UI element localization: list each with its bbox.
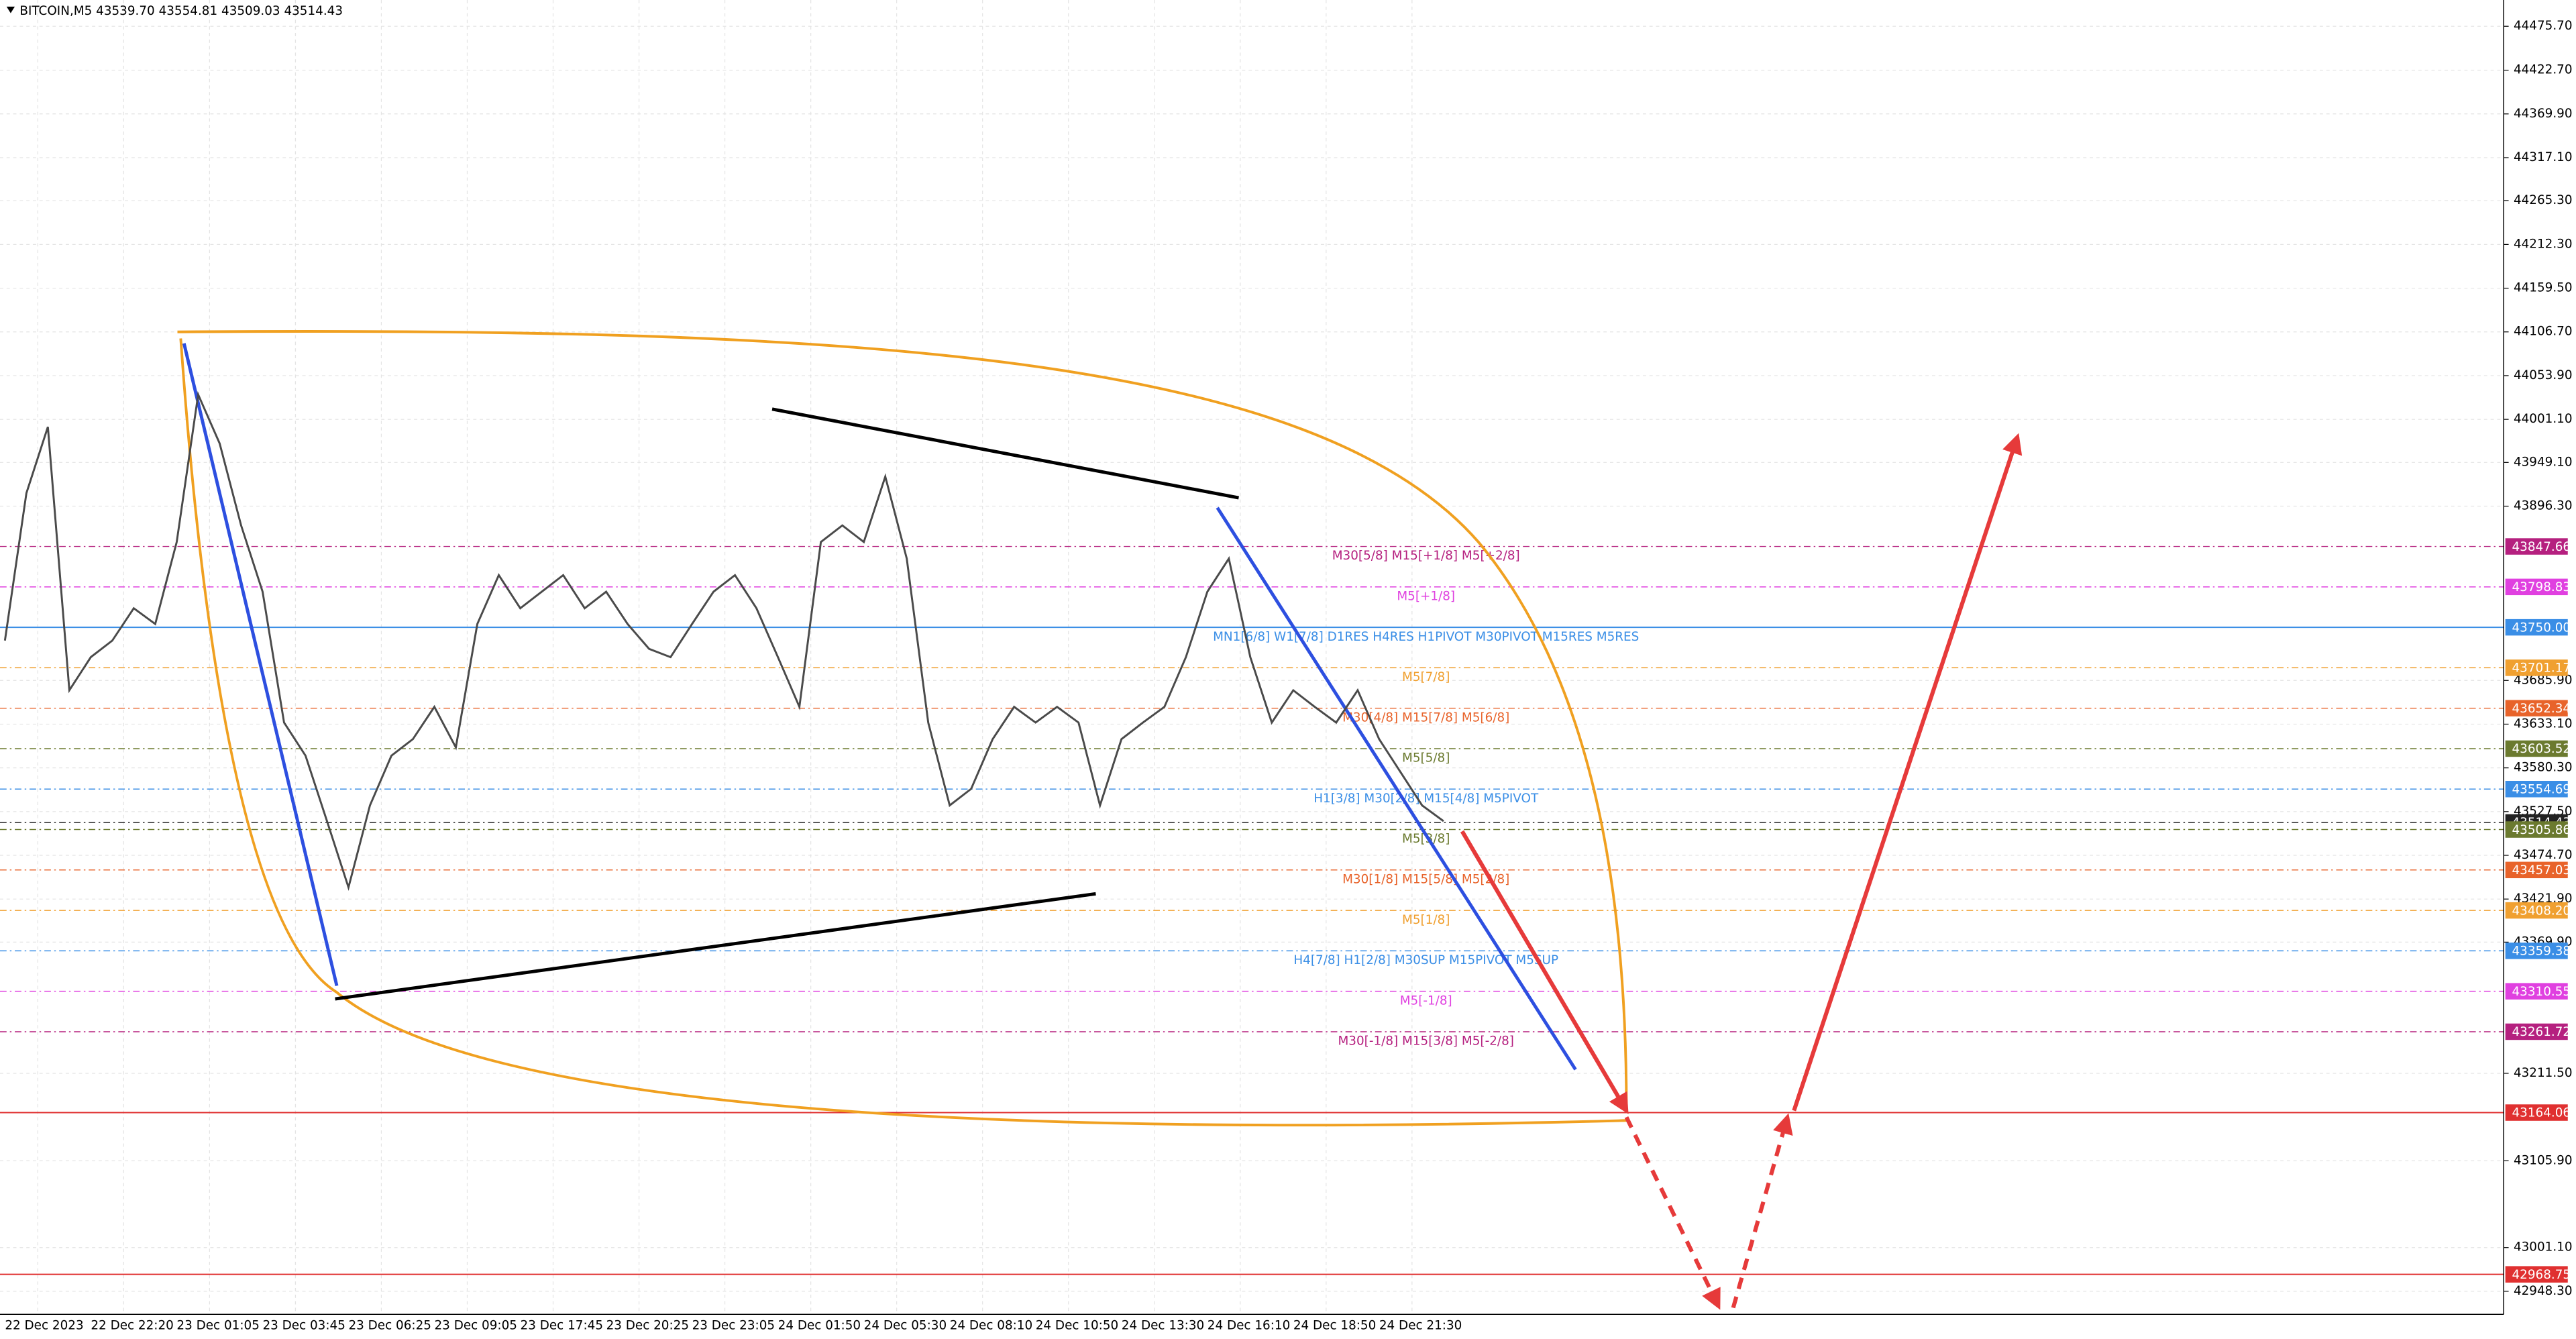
y-tick-label: 44159.50 (2514, 281, 2573, 295)
price-label-box (2505, 659, 2568, 676)
price-label-box (2505, 821, 2568, 838)
level-annotation: M5[1/8] (1402, 913, 1450, 927)
price-label-box (2505, 538, 2568, 555)
grid (0, 0, 2504, 1315)
forecast-arrow (1731, 1113, 1793, 1309)
price-label: 43457.03 (2512, 863, 2571, 877)
x-tick-label: 23 Dec 17:45 (521, 1318, 603, 1332)
y-tick-label: 44106.70 (2514, 325, 2573, 339)
y-tick-label: 43685.90 (2514, 673, 2573, 687)
x-tick-label: 23 Dec 06:25 (348, 1318, 431, 1332)
price-label-box (2505, 619, 2568, 636)
price-label-box (2505, 578, 2568, 596)
x-tick-label: 22 Dec 2023 (5, 1318, 83, 1332)
price-label-box (2505, 740, 2568, 757)
level-annotation: M30[4/8] M15[7/8] M5[6/8] (1342, 710, 1509, 725)
y-tick-label: 44053.90 (2514, 368, 2573, 382)
price-label: 42968.75 (2512, 1268, 2571, 1282)
level-annotation: M5[-1/8] (1400, 994, 1452, 1008)
y-tick-label: 43896.30 (2514, 499, 2573, 513)
trend-line (1216, 506, 1577, 1071)
drawings (3, 329, 2023, 1310)
x-tick-label: 24 Dec 16:10 (1208, 1318, 1290, 1332)
level-annotation: M5[3/8] (1402, 832, 1450, 846)
price-label: 43847.66 (2512, 540, 2571, 554)
price-label-box (2505, 1023, 2568, 1040)
y-tick-label: 43633.10 (2514, 716, 2573, 731)
x-tick-label: 23 Dec 23:05 (692, 1318, 775, 1332)
price-label: 43310.55 (2512, 985, 2571, 999)
header-arrow (6, 6, 15, 13)
forecast-arrow (1460, 830, 1629, 1114)
x-tick-label: 24 Dec 13:30 (1122, 1318, 1204, 1332)
level-annotation: M5[7/8] (1402, 670, 1450, 684)
x-tick-label: 23 Dec 20:25 (606, 1318, 689, 1332)
symbol-header: BITCOIN,M5 43539.70 43554.81 43509.03 43… (19, 4, 343, 18)
forecast-arrow (1624, 1116, 1721, 1310)
trend-line (771, 407, 1239, 500)
y-tick-label: 44369.90 (2514, 107, 2573, 121)
y-tick-label: 44422.70 (2514, 63, 2573, 77)
price-label-box (2505, 700, 2568, 716)
y-tick-label: 44317.10 (2514, 150, 2573, 164)
y-tick-label: 44475.70 (2514, 19, 2573, 33)
x-tick-label: 23 Dec 01:05 (176, 1318, 259, 1332)
price-label: 43505.86 (2512, 823, 2571, 837)
y-tick-label: 44265.30 (2514, 193, 2573, 207)
y-tick-label: 44212.30 (2514, 237, 2573, 251)
price-label: 43701.17 (2512, 661, 2571, 676)
x-tick-label: 22 Dec 22:20 (91, 1318, 173, 1332)
forecast-arrow (1792, 433, 2023, 1112)
x-tick-label: 24 Dec 05:30 (864, 1318, 947, 1332)
y-tick-label: 43105.90 (2514, 1153, 2573, 1167)
level-annotation: M5[5/8] (1402, 751, 1450, 765)
price-label: 43798.83 (2512, 580, 2571, 594)
price-label-box (2505, 781, 2568, 798)
price-label: 43164.06 (2512, 1106, 2571, 1120)
orange-arc (177, 329, 1628, 1111)
price-label: 43652.34 (2512, 702, 2571, 716)
price-label-box (2505, 902, 2568, 919)
price-label: 43603.52 (2512, 742, 2571, 756)
price-label-box (2505, 1104, 2568, 1121)
y-tick-label: 44001.10 (2514, 412, 2573, 426)
x-tick-label: 24 Dec 10:50 (1036, 1318, 1118, 1332)
price-label-box (2505, 1266, 2568, 1283)
level-annotation: M30[5/8] M15[+1/8] M5[+2/8] (1332, 549, 1520, 563)
y-tick-label: 42948.30 (2514, 1284, 2573, 1298)
level-annotation: M5[+1/8] (1397, 590, 1455, 604)
x-tick-label: 24 Dec 18:50 (1293, 1318, 1376, 1332)
y-tick-label: 43211.50 (2514, 1066, 2573, 1080)
y-tick-label: 43474.70 (2514, 848, 2573, 862)
price-label-box (2505, 861, 2568, 879)
y-tick-label: 43001.10 (2514, 1240, 2573, 1254)
level-annotation: M30[-1/8] M15[3/8] M5[-2/8] (1338, 1034, 1513, 1049)
trend-line (335, 892, 1096, 1001)
trend-line (182, 343, 339, 986)
y-tick-label: 43949.10 (2514, 455, 2573, 469)
orange-arc (179, 338, 1627, 1127)
y-tick-label: 43580.30 (2514, 761, 2573, 775)
level-annotation: H1[3/8] M30[2/8] M15[4/8] M5PIVOT (1313, 792, 1539, 806)
price-label: 43750.00 (2512, 621, 2571, 635)
x-tick-label: 24 Dec 21:30 (1379, 1318, 1462, 1332)
x-tick-label: 24 Dec 01:50 (778, 1318, 861, 1332)
price-label: 43261.72 (2512, 1025, 2571, 1039)
price-label: 43359.38 (2512, 945, 2571, 959)
level-annotation: H4[7/8] H1[2/8] M30SUP M15PIVOT M5SUP (1293, 953, 1558, 967)
price-label: 43408.20 (2512, 904, 2571, 918)
x-tick-label: 23 Dec 09:05 (435, 1318, 517, 1332)
x-tick-label: 24 Dec 08:10 (950, 1318, 1032, 1332)
price-label-box (2505, 983, 2568, 1000)
price-label-box (2505, 943, 2568, 959)
price-label: 43554.69 (2512, 782, 2571, 796)
price-line (3, 390, 1444, 892)
level-annotation: M30[1/8] M15[5/8] M5[2/8] (1342, 873, 1509, 887)
x-tick-label: 23 Dec 03:45 (262, 1318, 345, 1332)
level-annotation: MN1[6/8] W1[7/8] D1RES H4RES H1PIVOT M30… (1213, 630, 1639, 644)
levels: M30[5/8] M15[+1/8] M5[+2/8] M5[+1/8] MN1[6… (0, 545, 2504, 1275)
